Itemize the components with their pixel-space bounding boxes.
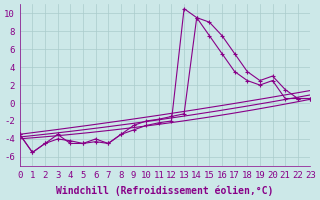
X-axis label: Windchill (Refroidissement éolien,°C): Windchill (Refroidissement éolien,°C) bbox=[56, 185, 274, 196]
